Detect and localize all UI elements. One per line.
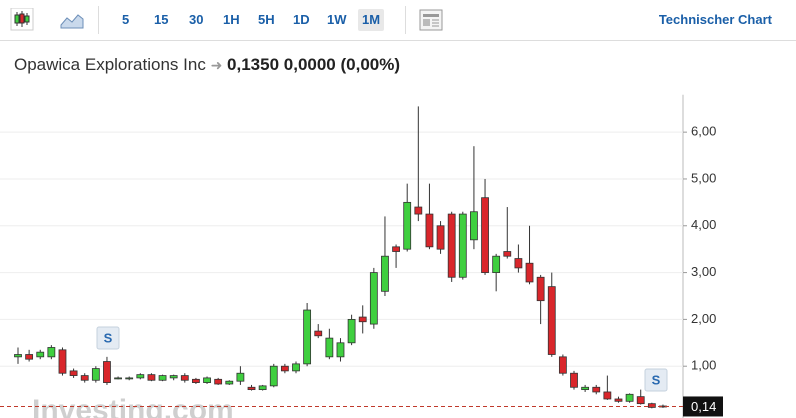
separator [98,6,99,34]
signal-box [96,326,120,350]
candle-body [69,370,78,376]
report-icon[interactable] [419,9,443,31]
candle-body [558,356,567,374]
arrow: ➜ [210,57,223,73]
interval-button[interactable]: 1W [327,12,347,27]
candle-body [158,375,167,381]
candle-body [180,375,189,381]
signal-label: S [652,372,661,387]
signal-box [644,368,668,392]
candle-body [436,225,445,250]
change: 0,0000 [283,55,336,74]
candle-body [347,318,356,344]
interval-button[interactable]: 1D [293,12,310,27]
candle-body [103,361,111,383]
candle-body [425,213,434,248]
y-tick-label: 1,00 [691,358,716,373]
candle-body [536,276,545,302]
change-pct: (0,00%) [340,55,401,74]
candle-body [603,391,612,400]
candle-body [258,385,267,391]
candle-body [492,255,501,273]
candle-body [381,255,389,292]
candle-body [136,374,145,379]
interval-button[interactable]: 1H [223,12,240,27]
candle-body [269,365,278,387]
price: 0,1350 [227,55,280,74]
y-tick-label: 6,00 [691,124,716,139]
candle-icon[interactable] [10,8,34,32]
candle-body [470,211,478,241]
candle-body [647,403,656,408]
candle-body [325,337,334,358]
candle-body [625,393,634,402]
candle-body [570,372,578,388]
candle-body [247,386,256,391]
y-tick-label: 3,00 [691,264,716,279]
candle-body [336,342,345,358]
candle-body [25,354,34,360]
candle-body [458,213,467,278]
candle-body [581,386,590,391]
candle-body [292,363,300,372]
candle-body [314,330,323,337]
candle-body [369,272,378,325]
candle-body [525,262,534,283]
candle-body [636,396,645,405]
last-price-label: 0,14 [691,399,716,414]
candle-body [169,375,178,379]
candle-body [214,378,223,385]
candle-body [114,377,122,380]
y-tick-label: 5,00 [691,170,716,185]
candle-body [514,258,523,269]
candle-body [592,386,601,393]
separator [405,6,406,34]
quote-line: Opawica Explorations Inc ➜ 0,1350 0,0000… [14,55,400,75]
candle-body [392,246,400,252]
candle-body [403,201,412,250]
last-price-box [683,396,723,417]
interval-button[interactable]: 5 [122,12,130,27]
watermark: Investing.com [32,394,234,418]
candle-body [614,398,623,402]
signal-label: S [104,330,113,345]
candle-body [447,213,456,278]
candle-body [91,368,100,381]
candle-body [36,351,45,358]
candle-body [280,365,289,372]
candle-body [303,309,312,365]
instrument-name: Opawica Explorations Inc [14,55,206,74]
candle-body [203,377,211,383]
candle-body [547,286,556,355]
interval-button[interactable]: 1M [358,9,385,31]
candle-body [225,380,234,385]
y-tick-label: 2,00 [691,311,716,326]
candle-body [236,372,245,382]
area-icon[interactable] [60,10,84,30]
candle-body [14,354,22,358]
candle-body [503,251,512,257]
y-tick-label: 4,00 [691,217,716,232]
candle-body [125,377,134,380]
candle-body [192,378,200,383]
candle-body [481,197,489,273]
interval-button[interactable]: 5H [258,12,275,27]
candle-body [47,347,56,358]
candle-body [414,206,423,215]
candle-body [80,375,89,381]
interval-button[interactable]: 30 [189,12,204,27]
interval-button[interactable]: 15 [154,12,169,27]
candle-body [358,316,367,323]
candle-body [58,349,67,374]
toolbar: 5 15 30 1H 5H 1D 1W 1M Technischer Chart [0,0,796,41]
technical-chart-link[interactable]: Technischer Chart [658,12,772,27]
candle-body [147,374,156,381]
